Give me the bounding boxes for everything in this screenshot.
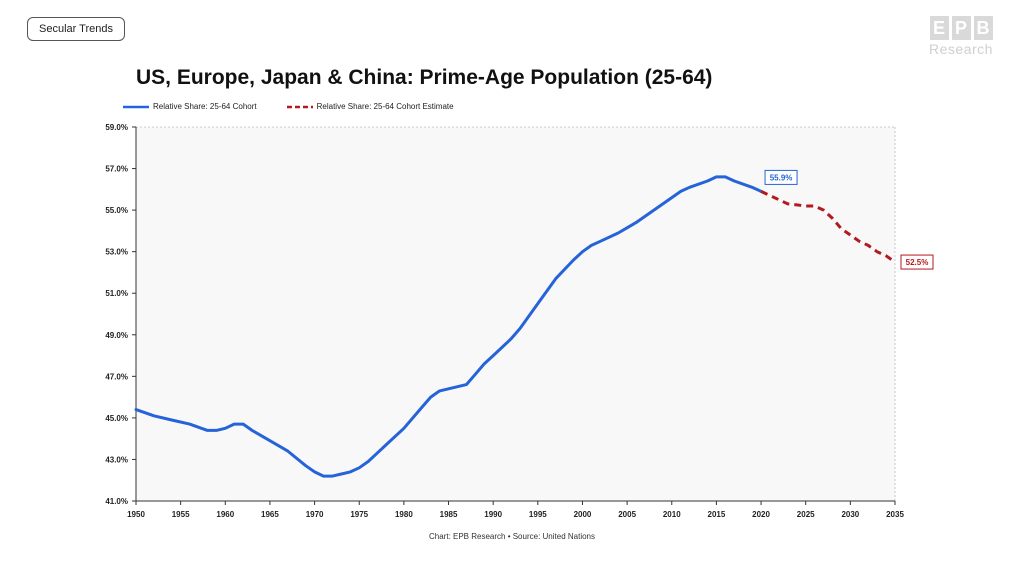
y-tick-label: 49.0% <box>105 331 128 340</box>
x-tick-label: 1960 <box>216 510 234 519</box>
y-tick-label: 59.0% <box>105 123 128 132</box>
x-tick-label: 1970 <box>306 510 324 519</box>
y-tick-label: 53.0% <box>105 248 128 257</box>
logo-letter-3: B <box>973 16 993 40</box>
x-tick-label: 1990 <box>484 510 502 519</box>
x-tick-label: 2000 <box>574 510 592 519</box>
logo-mark: E P B <box>924 16 998 40</box>
brand-logo: E P B Research <box>924 16 998 62</box>
data-label: 55.9% <box>770 173 793 182</box>
y-tick-label: 43.0% <box>105 455 128 464</box>
plot-area <box>136 127 895 501</box>
x-tick-label: 2015 <box>708 510 726 519</box>
chart-legend: Relative Share: 25-64 Cohort Relative Sh… <box>123 102 454 111</box>
y-tick-label: 51.0% <box>105 289 128 298</box>
legend-item-actual: Relative Share: 25-64 Cohort <box>123 102 257 111</box>
section-tag: Secular Trends <box>27 17 125 41</box>
legend-label-estimate: Relative Share: 25-64 Cohort Estimate <box>316 102 454 111</box>
legend-swatch-actual <box>123 105 149 108</box>
legend-label-actual: Relative Share: 25-64 Cohort <box>153 102 257 111</box>
x-tick-label: 1965 <box>261 510 279 519</box>
y-tick-label: 47.0% <box>105 372 128 381</box>
y-tick-label: 57.0% <box>105 165 128 174</box>
x-tick-label: 2020 <box>752 510 770 519</box>
x-tick-label: 1975 <box>350 510 368 519</box>
series-line-actual <box>134 175 763 478</box>
y-tick-label: 41.0% <box>105 497 128 506</box>
logo-letter-1: E <box>929 16 949 40</box>
legend-swatch-estimate <box>286 105 313 108</box>
data-label-box <box>900 254 934 270</box>
x-tick-label: 1980 <box>395 510 413 519</box>
x-tick-label: 2035 <box>886 510 904 519</box>
chart-source: Chart: EPB Research • Source: United Nat… <box>429 532 595 541</box>
x-tick-label: 1985 <box>440 510 458 519</box>
legend-item-estimate: Relative Share: 25-64 Cohort Estimate <box>286 102 454 111</box>
series-line-estimate <box>760 190 896 264</box>
y-tick-label: 45.0% <box>105 414 128 423</box>
logo-subtitle: Research <box>929 41 993 57</box>
x-tick-label: 1950 <box>127 510 145 519</box>
x-tick-label: 1995 <box>529 510 547 519</box>
x-tick-label: 2005 <box>618 510 636 519</box>
data-label-box <box>764 169 798 185</box>
data-label: 52.5% <box>906 258 929 267</box>
x-tick-label: 2010 <box>663 510 681 519</box>
x-tick-label: 1955 <box>172 510 190 519</box>
x-tick-label: 2025 <box>797 510 815 519</box>
x-tick-label: 2030 <box>841 510 859 519</box>
y-tick-label: 55.0% <box>105 206 128 215</box>
chart-title: US, Europe, Japan & China: Prime-Age Pop… <box>136 66 713 89</box>
logo-letter-2: P <box>951 16 971 40</box>
